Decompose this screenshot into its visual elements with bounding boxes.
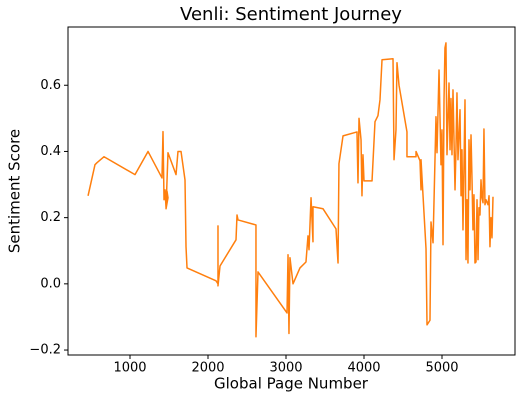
y-tick-label: 0.4 <box>40 144 61 159</box>
line <box>87 42 494 338</box>
x-tick-label: 3000 <box>269 361 302 376</box>
chart-title: Venli: Sentiment Journey <box>180 4 402 25</box>
x-tick-label: 2000 <box>191 361 224 376</box>
x-axis-label: Global Page Number <box>214 375 369 393</box>
x-tick-label: 4000 <box>347 361 380 376</box>
y-tick-label: 0.0 <box>40 276 61 291</box>
y-tick-label: 0.2 <box>40 210 61 225</box>
x-tick-label: 1000 <box>113 361 146 376</box>
plot-frame <box>67 26 516 356</box>
x-tick-label: 5000 <box>425 361 458 376</box>
y-tick-label: 0.6 <box>40 78 61 93</box>
y-tick-label: −0.2 <box>29 343 61 358</box>
y-axis-label: Sentiment Score <box>6 129 24 253</box>
